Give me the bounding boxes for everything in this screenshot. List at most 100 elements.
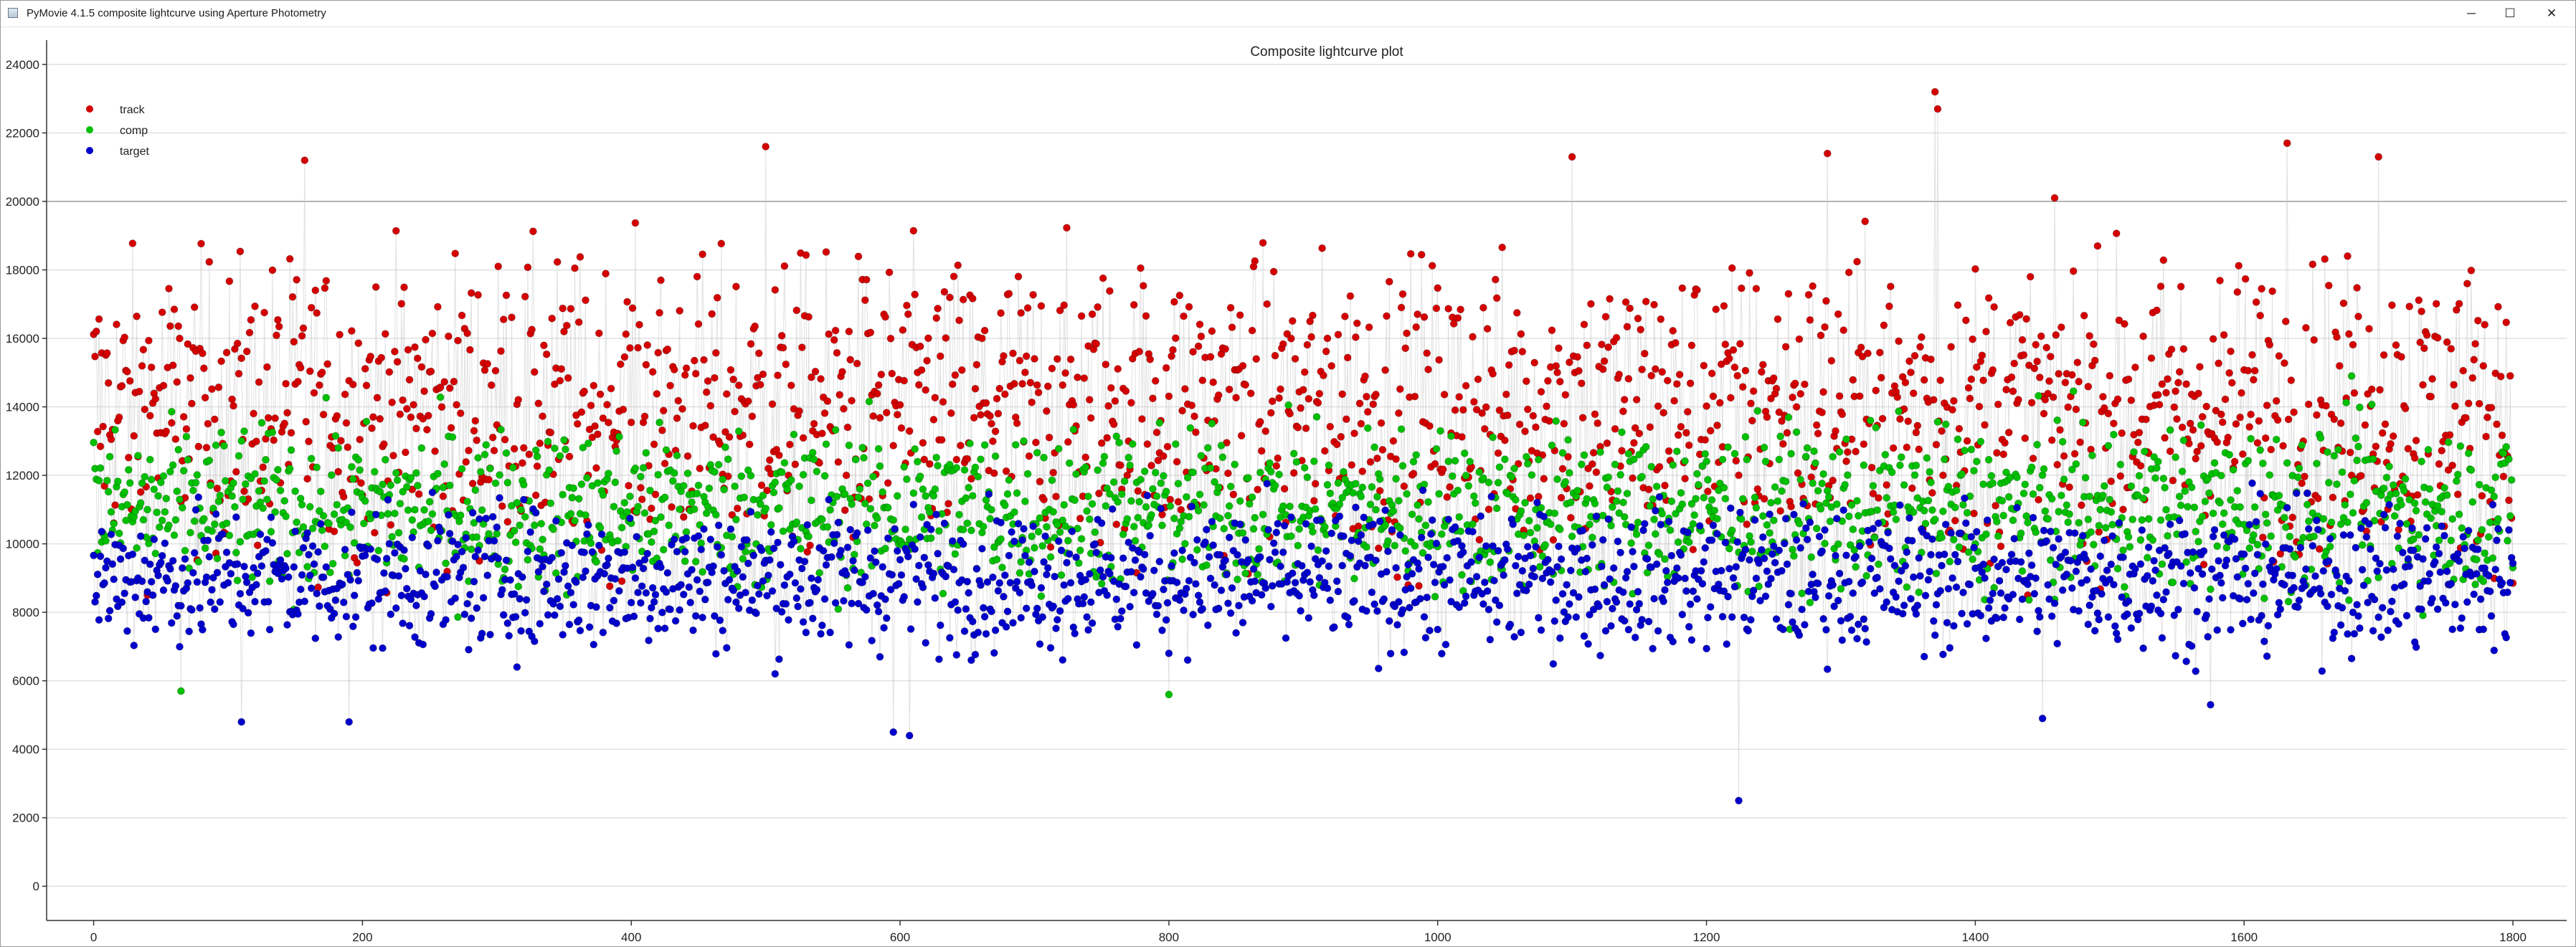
minimize-button[interactable]: ─	[2452, 1, 2491, 27]
data-point	[1484, 478, 1493, 487]
data-point	[327, 471, 336, 480]
data-point	[1701, 544, 1710, 552]
data-point	[539, 536, 546, 543]
data-point	[2182, 380, 2191, 389]
data-point	[1629, 474, 1637, 482]
data-point	[1928, 489, 1936, 497]
data-point	[176, 495, 184, 504]
data-point	[144, 539, 153, 548]
data-point	[1852, 563, 1860, 571]
data-point	[182, 432, 191, 441]
data-point	[1494, 449, 1502, 457]
data-point	[944, 500, 952, 508]
data-point	[402, 584, 411, 593]
data-point	[1021, 551, 1029, 560]
maximize-button[interactable]: ☐	[2491, 1, 2529, 27]
data-point	[1464, 482, 1473, 490]
data-point	[1652, 560, 1661, 568]
data-point	[2084, 515, 2093, 523]
data-point	[242, 347, 251, 356]
data-point	[1178, 555, 1186, 563]
plot-widget[interactable]: 0 2000 4000 6000 8000 10000 12000 14000 16000 180…	[1, 27, 2575, 946]
data-point	[694, 532, 703, 540]
data-point	[454, 336, 462, 345]
data-point	[1578, 526, 1587, 535]
data-point	[1566, 513, 1575, 522]
data-point	[626, 343, 634, 352]
data-point	[385, 368, 394, 376]
data-point	[557, 365, 566, 373]
data-point	[702, 509, 711, 518]
data-point	[1099, 573, 1107, 581]
data-point	[1900, 481, 1908, 489]
data-point	[2473, 316, 2482, 325]
data-point	[931, 394, 939, 402]
data-point	[1845, 268, 1853, 277]
data-point	[1799, 500, 1807, 508]
data-point	[1412, 451, 1421, 459]
data-point	[300, 156, 309, 165]
data-point	[1053, 616, 1061, 624]
data-point	[2387, 439, 2395, 448]
data-point	[1140, 467, 1149, 475]
data-point	[1175, 524, 1184, 533]
lightcurve-chart[interactable]: 0200040006000800010000120001400016000180…	[1, 27, 2575, 946]
data-point	[377, 353, 386, 362]
data-point	[2361, 421, 2369, 429]
data-point	[1886, 282, 1895, 291]
data-point	[1895, 501, 1904, 509]
data-point	[1289, 469, 1298, 477]
data-point	[1112, 520, 1121, 528]
data-point	[394, 528, 403, 537]
data-point	[1084, 492, 1092, 500]
data-point	[2464, 449, 2473, 457]
data-point	[846, 525, 855, 534]
data-point	[93, 570, 102, 579]
data-point	[642, 449, 650, 457]
data-point	[1725, 544, 1733, 553]
data-point	[1533, 524, 1541, 532]
data-point	[1951, 516, 1959, 525]
data-point	[1823, 149, 1832, 158]
data-point	[1350, 596, 1358, 605]
data-point	[650, 598, 658, 606]
data-point	[1068, 527, 1076, 536]
data-point	[1375, 475, 1384, 483]
data-point	[2380, 351, 2388, 359]
data-point	[951, 550, 960, 558]
data-point	[648, 538, 655, 546]
data-point	[236, 589, 245, 598]
data-point	[1713, 422, 1721, 429]
data-point	[617, 577, 626, 586]
data-point	[2447, 536, 2456, 545]
data-point	[1334, 587, 1343, 596]
data-point	[1729, 346, 1738, 354]
data-point	[2478, 525, 2486, 534]
data-point	[966, 439, 974, 447]
data-point	[1355, 399, 1364, 408]
data-point	[1611, 424, 1619, 433]
data-point	[1994, 532, 2002, 541]
data-point	[2064, 403, 2073, 411]
data-point	[2245, 544, 2254, 553]
data-point	[1002, 467, 1010, 475]
title-bar[interactable]: PyMovie 4.1.5 composite lightcurve using…	[1, 1, 2575, 27]
data-point	[1134, 513, 1142, 522]
data-point	[1981, 328, 1990, 336]
data-point	[319, 410, 328, 419]
data-point	[1583, 495, 1591, 503]
data-point	[1768, 550, 1776, 558]
data-point	[1575, 593, 1583, 601]
data-point	[1615, 509, 1624, 518]
data-point	[1698, 462, 1707, 470]
data-point	[1443, 553, 1452, 562]
data-point	[2250, 503, 2259, 511]
close-button[interactable]: ✕	[2532, 1, 2571, 27]
data-point	[866, 328, 875, 337]
data-point	[1190, 558, 1198, 567]
data-point	[1424, 553, 1432, 561]
data-point	[305, 551, 313, 559]
data-point	[1710, 506, 1719, 515]
data-point	[822, 561, 830, 569]
data-point	[1938, 471, 1947, 480]
